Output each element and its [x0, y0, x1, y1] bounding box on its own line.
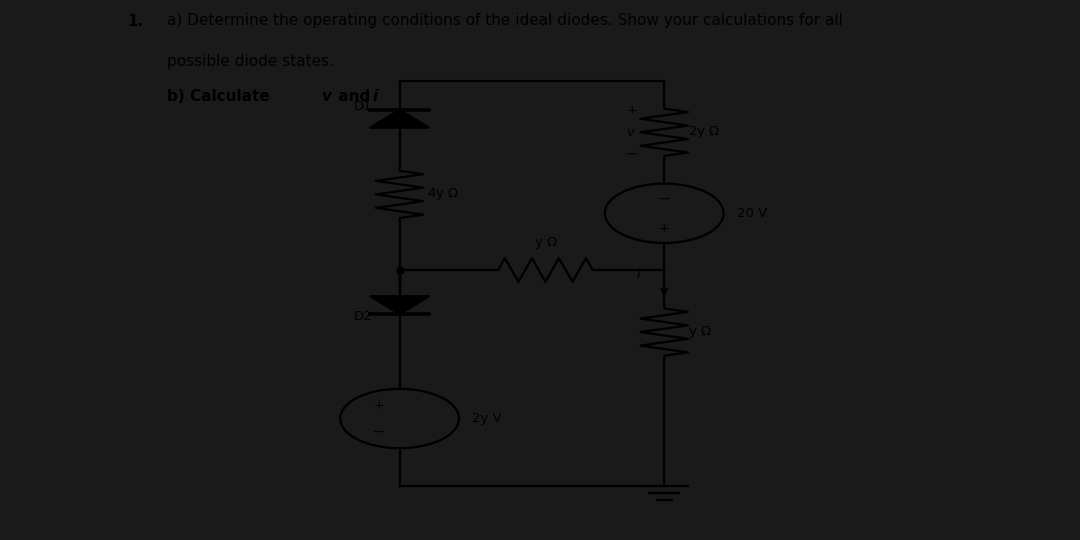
- Text: i: i: [637, 268, 640, 281]
- Text: D2: D2: [354, 310, 373, 323]
- Text: v: v: [626, 126, 634, 139]
- Polygon shape: [369, 296, 430, 314]
- Text: and: and: [333, 89, 375, 104]
- Text: y $\Omega$: y $\Omega$: [688, 324, 712, 340]
- Text: −: −: [659, 192, 670, 205]
- Text: possible diode states.: possible diode states.: [167, 54, 335, 69]
- Text: y $\Omega$: y $\Omega$: [534, 235, 557, 251]
- Text: +: +: [659, 221, 670, 235]
- Text: +: +: [374, 399, 384, 411]
- Text: 2y V: 2y V: [472, 412, 502, 425]
- Text: D1: D1: [354, 100, 373, 113]
- Polygon shape: [369, 110, 430, 127]
- Text: 4y $\Omega$: 4y $\Omega$: [427, 186, 459, 202]
- Text: i: i: [373, 89, 378, 104]
- Text: b) Calculate: b) Calculate: [167, 89, 275, 104]
- Text: 1.: 1.: [127, 14, 144, 29]
- Text: 2y $\Omega$: 2y $\Omega$: [688, 124, 720, 140]
- Text: −: −: [625, 147, 637, 161]
- Text: −: −: [373, 425, 384, 439]
- Text: v: v: [321, 89, 330, 104]
- Text: a) Determine the operating conditions of the ideal diodes. Show your calculation: a) Determine the operating conditions of…: [167, 14, 843, 29]
- Text: 20 V: 20 V: [737, 207, 767, 220]
- Text: +: +: [626, 104, 637, 117]
